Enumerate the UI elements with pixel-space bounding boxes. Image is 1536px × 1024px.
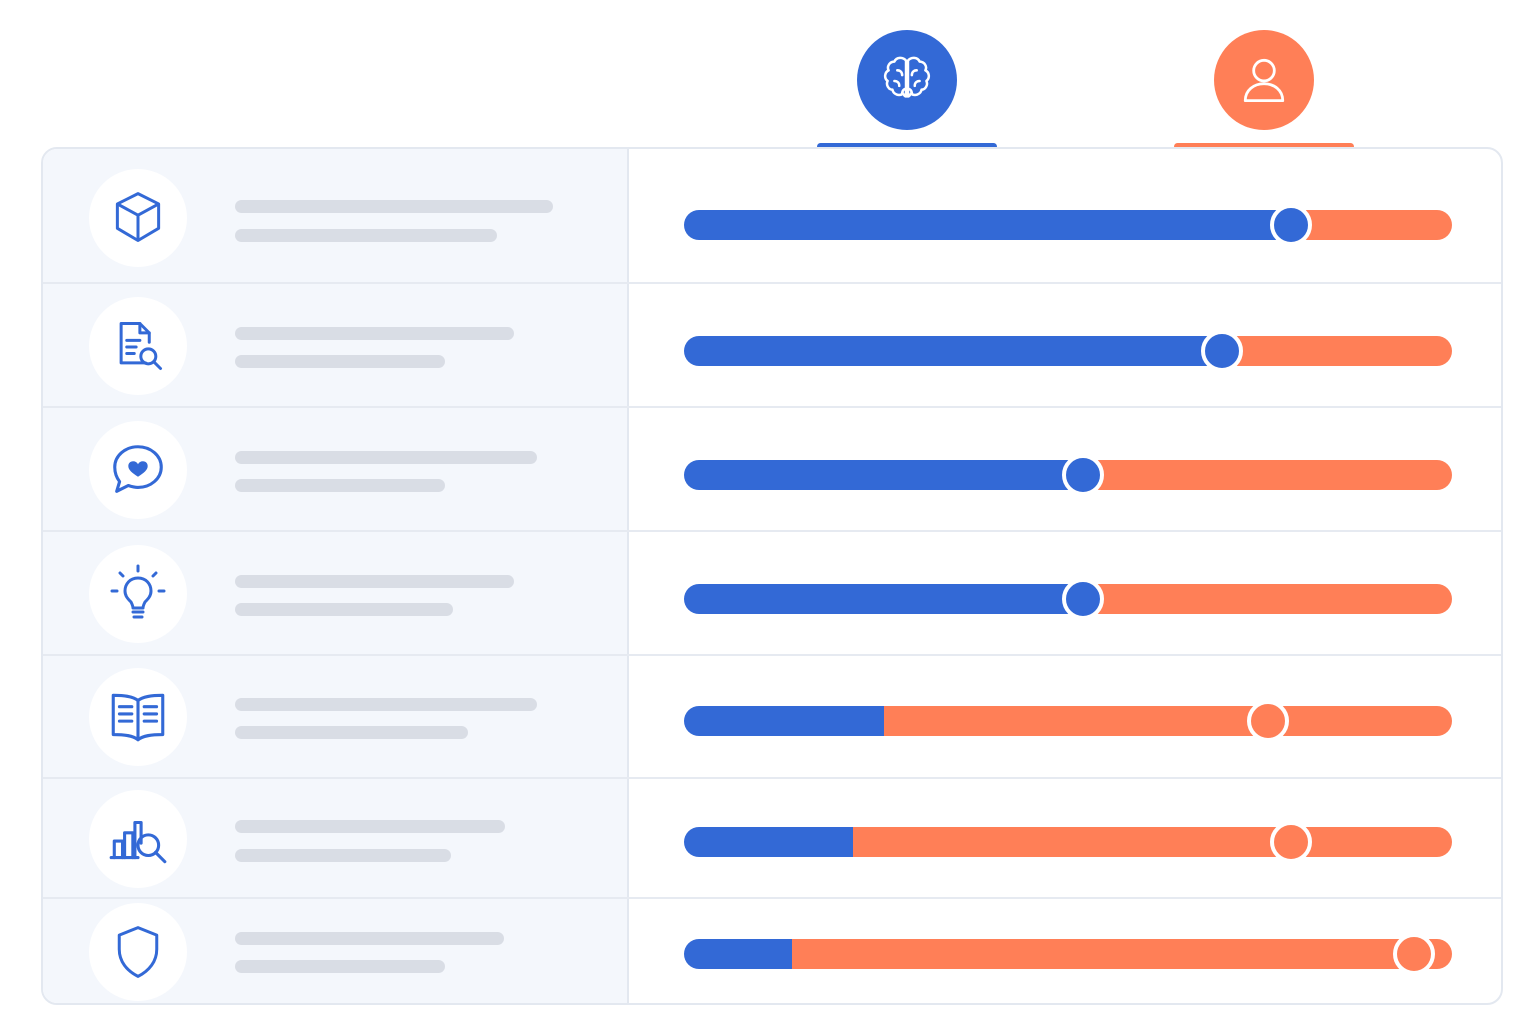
row-title-placeholder — [235, 451, 537, 464]
row-icon-badge — [89, 668, 187, 766]
ai-share-segment — [684, 460, 1083, 490]
human-share-segment — [1222, 336, 1452, 366]
shield-icon — [117, 926, 159, 978]
split-bar — [684, 204, 1452, 246]
bar-marker — [1247, 700, 1289, 742]
row-subtitle-placeholder — [235, 229, 497, 242]
ai-share-segment — [684, 210, 1291, 240]
row-icon-badge — [89, 790, 187, 888]
row-icon-badge — [89, 169, 187, 267]
human-share-segment — [1291, 210, 1452, 240]
bar-marker — [1270, 204, 1312, 246]
human-share-segment — [792, 939, 1452, 969]
human-share-segment — [1083, 460, 1452, 490]
bar-marker — [1201, 330, 1243, 372]
row-title-placeholder — [235, 200, 553, 213]
ai-column-underline — [817, 143, 997, 150]
bar-marker — [1062, 578, 1104, 620]
row-subtitle-placeholder — [235, 603, 453, 616]
table-row — [43, 656, 1501, 779]
split-bar — [684, 700, 1452, 742]
row-title-placeholder — [235, 327, 514, 340]
user-icon — [1243, 58, 1285, 103]
bar-marker — [1270, 821, 1312, 863]
ai-share-segment — [684, 584, 1083, 614]
row-icon-badge — [89, 903, 187, 1001]
split-bar — [684, 821, 1452, 863]
table-row — [43, 408, 1501, 532]
split-bar — [684, 454, 1452, 496]
human-badge — [1214, 30, 1314, 130]
split-bar — [684, 578, 1452, 620]
bar-marker — [1062, 454, 1104, 496]
human-share-segment — [853, 827, 1452, 857]
row-subtitle-placeholder — [235, 960, 445, 973]
table-row — [43, 779, 1501, 899]
human-column-underline — [1174, 143, 1354, 150]
row-title-placeholder — [235, 698, 537, 711]
row-title-placeholder — [235, 932, 504, 945]
row-subtitle-placeholder — [235, 726, 468, 739]
ai-share-segment — [684, 336, 1222, 366]
human-share-segment — [884, 706, 1452, 736]
chat-heart-icon — [113, 445, 163, 493]
row-icon-badge — [89, 297, 187, 395]
row-title-placeholder — [235, 575, 514, 588]
split-bar — [684, 933, 1452, 975]
row-title-placeholder — [235, 820, 505, 833]
table-row — [43, 284, 1501, 408]
ai-share-segment — [684, 939, 792, 969]
ai-share-segment — [684, 827, 853, 857]
bar-chart-search-icon — [109, 820, 167, 864]
human-column-header — [1174, 30, 1354, 152]
document-search-icon — [119, 322, 162, 370]
table-row — [43, 149, 1501, 284]
lightbulb-icon — [110, 564, 166, 619]
brain-icon — [883, 56, 931, 98]
row-subtitle-placeholder — [235, 849, 451, 862]
row-subtitle-placeholder — [235, 355, 445, 368]
ai-badge — [857, 30, 957, 130]
comparison-table — [41, 147, 1503, 1005]
row-icon-badge — [89, 421, 187, 519]
split-bar — [684, 330, 1452, 372]
ai-column-header — [817, 30, 997, 152]
ai-share-segment — [684, 706, 884, 736]
row-subtitle-placeholder — [235, 479, 445, 492]
cube-icon — [115, 192, 161, 242]
bar-marker — [1393, 933, 1435, 975]
table-row — [43, 899, 1501, 1003]
row-icon-badge — [89, 545, 187, 643]
open-book-icon — [111, 693, 165, 742]
table-row — [43, 532, 1501, 656]
human-share-segment — [1083, 584, 1452, 614]
